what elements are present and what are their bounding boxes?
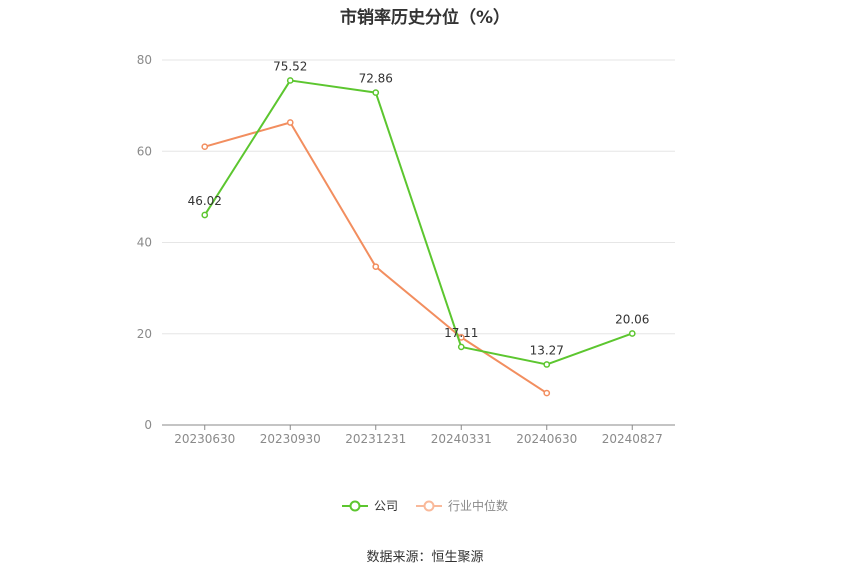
y-tick-label: 60 (137, 144, 152, 158)
data-point-company (628, 330, 636, 337)
y-tick-label: 0 (144, 418, 152, 432)
legend-item-industry[interactable]: 行业中位数 (416, 497, 508, 514)
legend-label-company: 公司 (373, 499, 398, 513)
source-note: 数据来源：恒生聚源 (366, 550, 484, 565)
series-line-industry (204, 121, 548, 394)
data-point-company (201, 211, 209, 219)
legend-line-icon (341, 500, 368, 511)
x-tick-label: 20240630 (516, 432, 577, 446)
legend-item-company[interactable]: 公司 (341, 497, 398, 514)
data-point-company (286, 77, 294, 84)
x-tick-label: 20240331 (431, 432, 492, 446)
data-label: 75.52 (273, 59, 307, 73)
x-tick-label: 20230930 (260, 432, 321, 446)
data-label: 13.27 (530, 343, 564, 357)
data-label: 72.86 (359, 72, 393, 86)
chart-title: 市销率历史分位（%） (339, 8, 511, 28)
x-tick-label: 20231231 (345, 432, 406, 446)
data-point-industry (201, 143, 209, 151)
legend-label-industry: 行业中位数 (448, 499, 509, 513)
data-point-industry (372, 263, 380, 271)
data-label: 17.11 (444, 326, 478, 340)
data-point-company (372, 89, 380, 96)
legend: 公司 行业中位数 (0, 497, 850, 514)
data-label: 46.02 (188, 194, 222, 208)
data-point-industry (543, 389, 551, 397)
data-label: 20.06 (615, 312, 649, 326)
data-point-industry (286, 119, 294, 126)
x-tick-label: 20230630 (174, 432, 235, 446)
y-tick-label: 80 (137, 53, 152, 67)
data-point-company (457, 343, 465, 351)
y-tick-label: 40 (137, 236, 152, 250)
legend-line-icon (416, 500, 442, 511)
y-tick-label: 20 (137, 327, 152, 341)
series-line-company (203, 79, 633, 366)
x-tick-label: 20240827 (602, 432, 663, 446)
data-point-company (543, 361, 551, 368)
